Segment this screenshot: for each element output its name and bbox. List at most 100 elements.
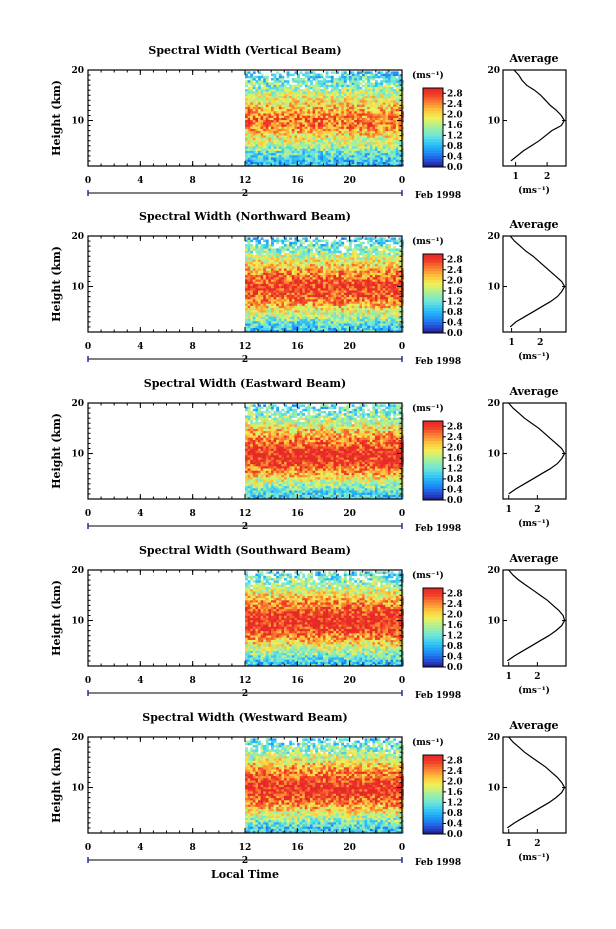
heatmap-cell [315, 73, 319, 77]
heatmap-cell [291, 148, 295, 151]
heatmap-cell [388, 106, 391, 110]
heatmap-cell [252, 126, 256, 129]
heatmap-cell [307, 321, 311, 324]
heatmap-cell [268, 108, 272, 112]
heatmap-cell [359, 272, 363, 276]
heatmap-cell [299, 281, 303, 284]
heatmap-cell [333, 86, 337, 90]
heatmap-cell [354, 86, 358, 90]
heatmap-cell [291, 117, 295, 121]
heatmap-cell [328, 159, 332, 162]
heatmap-cell [252, 93, 256, 96]
heatmap-cell [245, 111, 248, 114]
heatmap-cell [351, 159, 355, 162]
heatmap-cell [398, 130, 402, 134]
heatmap-cell [286, 157, 290, 160]
heatmap-cell [328, 122, 332, 125]
heatmap-cell [268, 281, 272, 284]
heatmap-cell [271, 261, 274, 265]
heatmap-cell [385, 97, 389, 101]
heatmap-cell [268, 104, 272, 107]
heatmap-cell [317, 314, 321, 317]
heatmap-cell [372, 124, 376, 127]
heatmap-cell [354, 111, 358, 114]
heatmap-cell [252, 155, 256, 158]
heatmap-cell [320, 285, 324, 289]
heatmap-cell [258, 150, 261, 154]
heatmap-cell [289, 108, 293, 112]
heatmap-cell [297, 113, 300, 116]
heatmap-cell [328, 259, 332, 262]
heatmap-cell [369, 130, 373, 134]
heatmap-cell [258, 139, 261, 143]
heatmap-cell [291, 307, 295, 311]
heatmap-cell [265, 274, 269, 278]
heatmap-cell [395, 115, 399, 118]
heatmap-cell [320, 329, 324, 333]
heatmap-cell [268, 283, 272, 287]
heatmap-cell [276, 266, 280, 269]
heatmap-cell [271, 157, 274, 160]
heatmap-cell [307, 329, 311, 333]
heatmap-cell [356, 325, 360, 328]
heatmap-cell [375, 272, 378, 276]
heatmap-cell [276, 272, 280, 276]
heatmap-cell [341, 148, 345, 151]
heatmap-cell [310, 252, 313, 256]
heatmap-cell [390, 75, 394, 79]
heatmap-cell [312, 115, 316, 118]
heatmap-cell [320, 323, 324, 326]
heatmap-cell [328, 128, 332, 132]
heatmap-cell [286, 312, 290, 315]
heatmap-cell [307, 100, 311, 103]
heatmap-cell [333, 155, 337, 158]
heatmap-cell [364, 71, 368, 74]
heatmap-cell [281, 104, 285, 107]
heatmap-cell [278, 327, 282, 331]
heatmap-cell [362, 263, 365, 267]
heatmap-cell [356, 111, 360, 114]
heatmap-cell [380, 161, 384, 165]
heatmap-cell [367, 259, 371, 262]
heatmap-cell [369, 310, 373, 313]
heatmap-cell [320, 119, 324, 123]
heatmap-cell [351, 310, 355, 313]
heatmap-cell [351, 307, 355, 311]
heatmap-cell [255, 263, 259, 267]
heatmap-cell [317, 246, 321, 249]
heatmap-cell [395, 157, 399, 160]
heatmap-cell [367, 144, 371, 147]
heatmap-cell [320, 148, 324, 151]
heatmap-cell [252, 294, 256, 298]
heatmap-cell [333, 128, 337, 132]
heatmap-cell [385, 73, 389, 77]
heatmap-cell [323, 250, 326, 254]
heatmap-cell [260, 252, 264, 256]
heatmap-cell [375, 84, 378, 88]
heatmap-cell [338, 305, 342, 309]
heatmap-cell [250, 248, 254, 251]
heatmap-cell [364, 89, 368, 92]
heatmap-cell [356, 86, 360, 90]
heatmap-cell [260, 250, 264, 254]
heatmap-cell [284, 283, 287, 287]
heatmap-cell [245, 124, 248, 127]
heatmap-cell [325, 82, 329, 85]
heatmap-cell [297, 321, 300, 324]
heatmap-cell [330, 146, 334, 149]
heatmap-cell [307, 73, 311, 77]
heatmap-cell [393, 299, 397, 302]
heatmap-cell [333, 252, 337, 256]
heatmap-cell [380, 261, 384, 265]
heatmap-cell [302, 329, 306, 333]
heatmap-cell [320, 310, 324, 313]
heatmap-cell [398, 263, 402, 267]
heatmap-cell [268, 255, 272, 258]
heatmap-cell [276, 316, 280, 320]
heatmap-cell [395, 299, 399, 302]
heatmap-cell [390, 290, 394, 293]
heatmap-cell [273, 137, 277, 140]
heatmap-cell [320, 261, 324, 265]
heatmap-cell [278, 100, 282, 103]
heatmap-cell [385, 255, 389, 258]
